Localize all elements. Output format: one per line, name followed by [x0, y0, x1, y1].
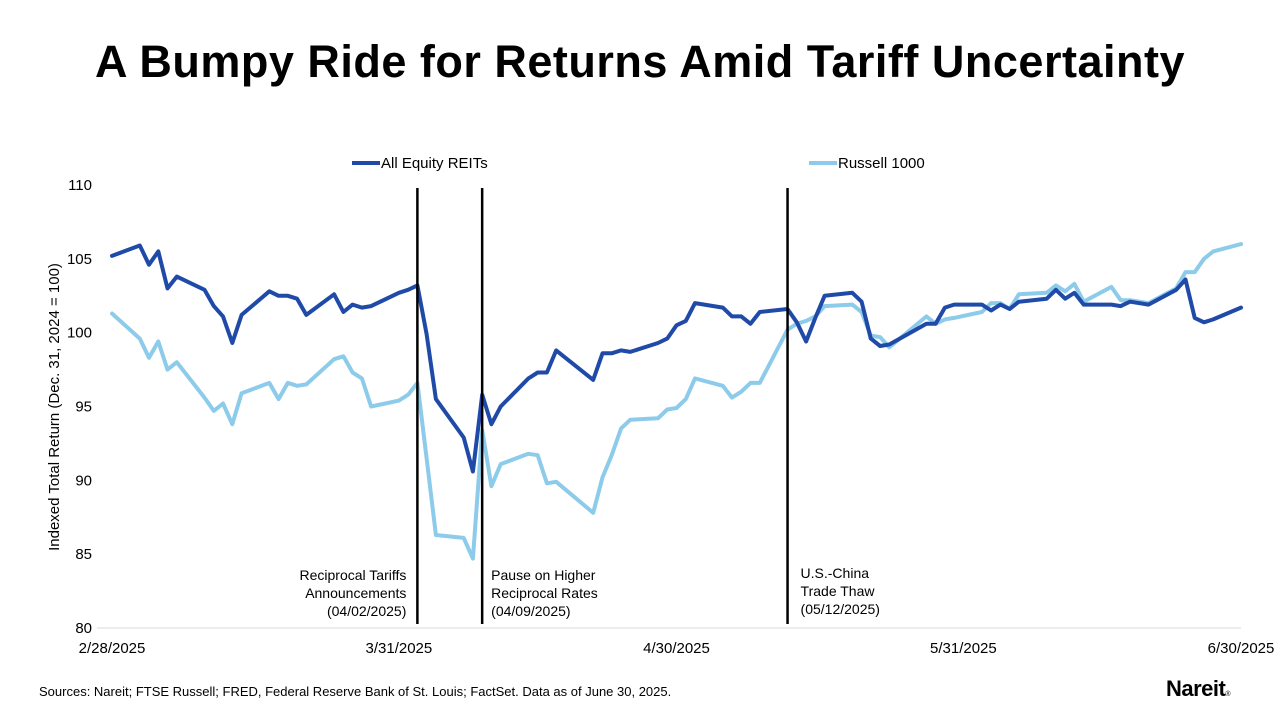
event-annotation-line: U.S.-China — [801, 565, 870, 581]
legend: All Equity REITs Russell 1000 — [352, 155, 925, 172]
event-annotation-line: Reciprocal Rates — [491, 585, 598, 601]
event-annotation-line: (05/12/2025) — [801, 601, 880, 617]
legend-label-russell-1000: Russell 1000 — [838, 155, 925, 172]
y-tick-label: 110 — [68, 177, 92, 194]
y-tick-label: 90 — [75, 472, 92, 489]
y-axis-ticks: 80 85 90 95 100 105 110 — [67, 177, 92, 637]
legend-label-all-equity-reits: All Equity REITs — [381, 155, 488, 172]
event-annotation-line: (04/02/2025) — [327, 603, 406, 619]
source-note: Sources: Nareit; FTSE Russell; FRED, Fed… — [39, 684, 672, 699]
y-tick-label: 85 — [75, 546, 92, 563]
line-chart: All Equity REITs Russell 1000 Indexed To… — [46, 155, 1275, 657]
series-line-all-equity-reits — [110, 243, 1243, 474]
y-tick-label: 100 — [67, 325, 92, 342]
registered-mark: ® — [1225, 691, 1231, 698]
series-line-russell-1000 — [110, 242, 1243, 561]
event-annotation-line: (04/09/2025) — [491, 603, 570, 619]
x-tick-label: 5/31/2025 — [930, 640, 997, 657]
y-tick-label: 95 — [75, 399, 92, 416]
event-annotation-line: Trade Thaw — [801, 583, 876, 599]
y-tick-label: 80 — [75, 620, 92, 637]
series-lines — [110, 242, 1243, 561]
logo-text: Nareit — [1166, 676, 1226, 701]
event-lines: Reciprocal Tariffs Announcements (04/02/20… — [300, 188, 880, 624]
x-tick-label: 3/31/2025 — [366, 640, 433, 657]
x-axis-ticks: 2/28/2025 3/31/2025 4/30/2025 5/31/2025 6/30… — [79, 640, 1275, 657]
event-annotation-line: Reciprocal Tariffs — [300, 567, 407, 583]
chart-title: A Bumpy Ride for Returns Amid Tariff Unc… — [95, 36, 1185, 87]
y-tick-label: 105 — [67, 251, 92, 268]
y-axis-label: Indexed Total Return (Dec. 31, 2024 = 10… — [46, 263, 63, 551]
x-tick-label: 6/30/2025 — [1208, 640, 1275, 657]
x-tick-label: 2/28/2025 — [79, 640, 146, 657]
event-annotation-line: Pause on Higher — [491, 567, 596, 583]
nareit-logo: Nareit® — [1166, 676, 1230, 702]
event-annotation-line: Announcements — [305, 585, 406, 601]
x-tick-label: 4/30/2025 — [643, 640, 710, 657]
